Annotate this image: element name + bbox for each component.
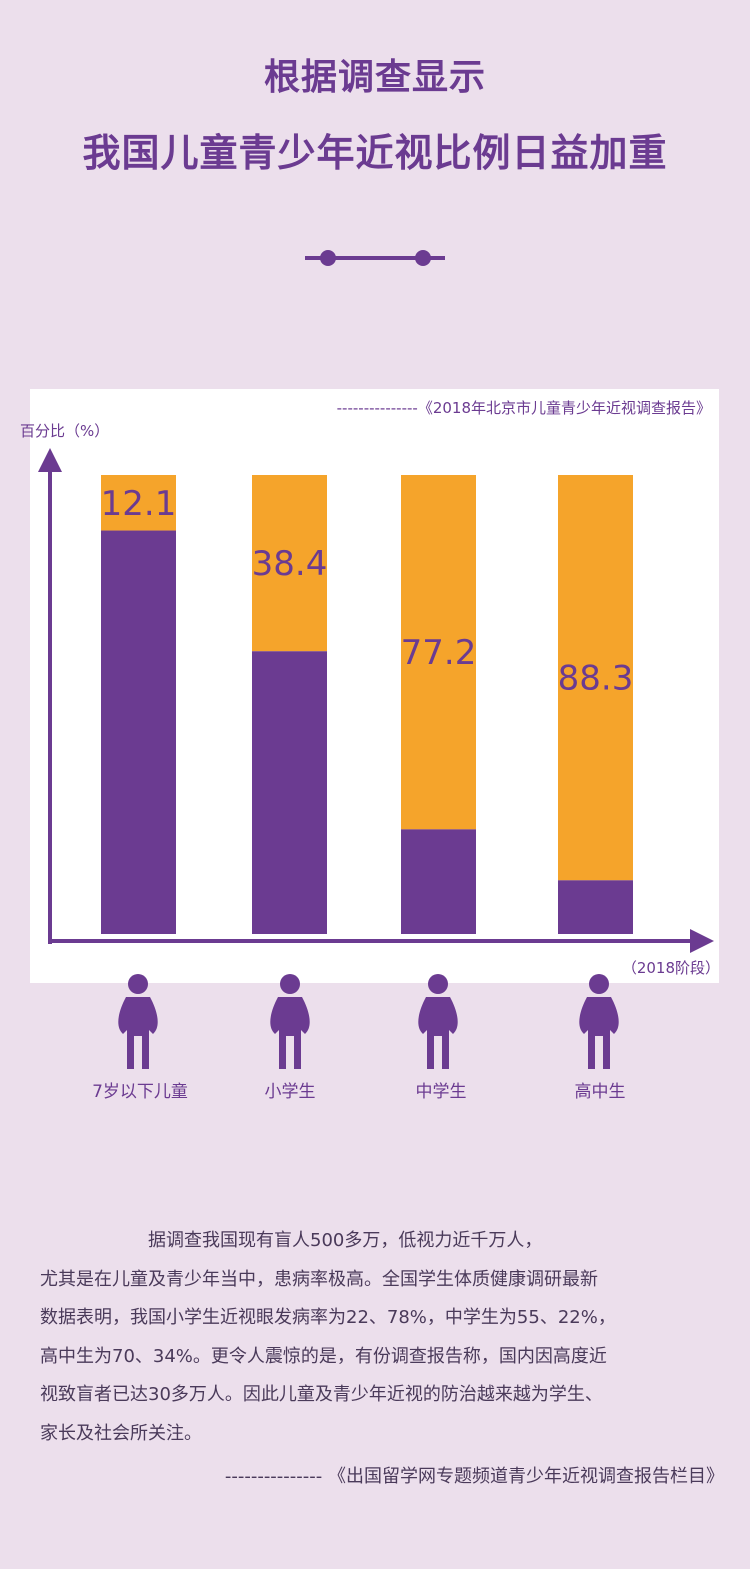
bar-myopia-rate — [558, 475, 633, 881]
bar-myopia-rate — [401, 475, 476, 830]
bar-value-label: 77.2 — [401, 633, 477, 673]
source-credit: --------------- 《出国留学网专题频道青少年近视调查报告栏目》 — [224, 1466, 724, 1487]
person-icon — [118, 974, 158, 1069]
bar-remainder — [101, 530, 176, 934]
body-line: 尤其是在儿童及青少年当中，患病率极高。全国学生体质健康调研最新 — [40, 1268, 598, 1290]
chart-source: ---------------《2018年北京市儿童青少年近视调查报告》 — [336, 399, 711, 417]
page-title: 根据调查显示 — [263, 57, 486, 98]
y-axis-label: 百分比（%） — [20, 422, 110, 440]
category-label: 7岁以下儿童 — [92, 1082, 188, 1102]
body-line: 据调查我国现有盲人500多万，低视力近千万人， — [148, 1230, 543, 1251]
person-icon — [270, 974, 310, 1069]
body-line: 视致盲者已达30多万人。因此儿童及青少年近视的防治越来越为学生、 — [40, 1384, 603, 1405]
body-line: 数据表明，我国小学生近视眼发病率为22、78%，中学生为55、22%， — [40, 1307, 616, 1328]
bar-value-label: 12.1 — [101, 484, 177, 524]
category-label: 高中生 — [574, 1082, 626, 1102]
bar-chart: 12.1 38.4 77.2 88.3 — [38, 448, 714, 953]
bar-myopia-rate — [101, 475, 176, 531]
bar-myopia-rate — [252, 475, 327, 652]
bar-remainder — [252, 651, 327, 934]
title-divider — [305, 250, 445, 266]
category-label: 中学生 — [415, 1082, 467, 1102]
body-line: 高中生为70、34%。更令人震惊的是，有份调查报告称，国内因高度近 — [40, 1345, 607, 1367]
body-paragraph: 据调查我国现有盲人500多万，低视力近千万人， 尤其是在儿童及青少年当中，患病率… — [40, 1222, 710, 1453]
bar-value-label: 88.3 — [558, 659, 634, 699]
x-axis-arrow — [690, 929, 714, 953]
body-line: 家长及社会所关注。 — [40, 1422, 202, 1444]
bar-value-label: 38.4 — [252, 544, 328, 584]
y-axis-arrow — [38, 448, 62, 472]
x-axis-label: （2018阶段） — [621, 959, 720, 977]
page-subtitle: 我国儿童青少年近视比例日益加重 — [82, 131, 668, 175]
bar-remainder — [401, 829, 476, 934]
bar-remainder — [558, 880, 633, 934]
person-icon — [579, 974, 619, 1069]
person-icon — [418, 974, 458, 1069]
category-label: 小学生 — [264, 1082, 316, 1102]
